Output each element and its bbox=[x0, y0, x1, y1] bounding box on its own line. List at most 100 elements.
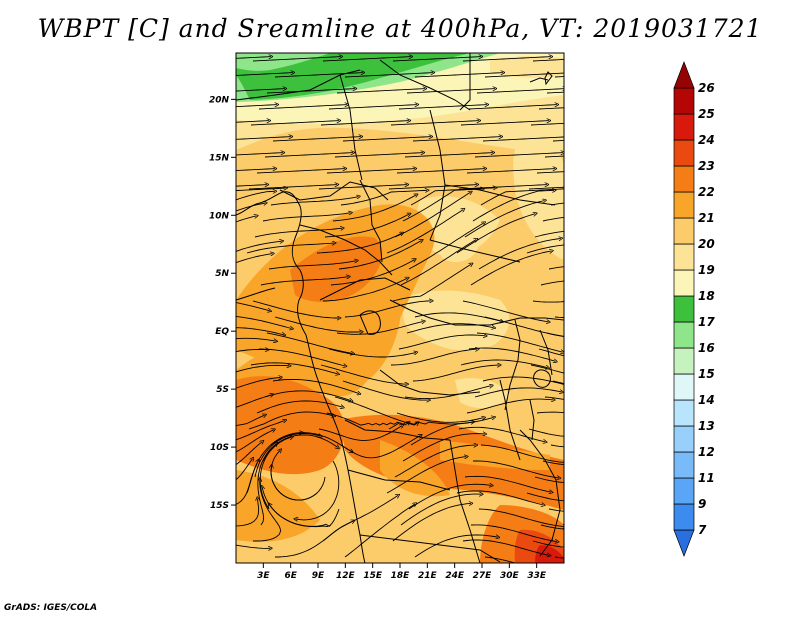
streamline bbox=[236, 316, 292, 329]
streamline bbox=[394, 192, 471, 238]
streamline bbox=[538, 348, 564, 357]
streamline bbox=[340, 190, 427, 206]
streamline bbox=[326, 412, 409, 425]
streamline bbox=[236, 188, 286, 192]
lon-tick-label: 6E bbox=[284, 571, 297, 581]
streamline bbox=[532, 540, 564, 548]
lat-tick-label: 5S bbox=[216, 385, 229, 395]
streamline bbox=[342, 380, 429, 400]
streamlines bbox=[236, 57, 564, 563]
streamline bbox=[253, 480, 282, 542]
colorbar-label: 13 bbox=[698, 419, 715, 433]
streamline bbox=[534, 476, 564, 483]
streamline bbox=[390, 349, 477, 366]
colorbar-swatch bbox=[673, 373, 695, 401]
streamline bbox=[472, 190, 554, 222]
streamline bbox=[236, 57, 271, 61]
streamline bbox=[468, 105, 557, 110]
streamline bbox=[236, 544, 270, 548]
lon-tick-label: 15E bbox=[363, 571, 383, 581]
lon-tick-label: 21E bbox=[418, 571, 438, 581]
lat-tick-label: 20N bbox=[209, 95, 230, 105]
colorbar-swatch bbox=[673, 191, 695, 219]
streamline bbox=[476, 89, 564, 94]
streamline bbox=[406, 323, 494, 334]
colorbar-swatch bbox=[673, 113, 695, 141]
streamline bbox=[250, 362, 338, 374]
streamline bbox=[264, 390, 351, 401]
streamline bbox=[546, 91, 564, 94]
streamline bbox=[532, 300, 564, 303]
streamline bbox=[330, 260, 415, 286]
streamline bbox=[326, 169, 415, 174]
streamline bbox=[398, 335, 485, 350]
streamline bbox=[236, 365, 289, 373]
colorbar-label: 7 bbox=[698, 523, 707, 537]
streamline bbox=[236, 377, 281, 389]
streamline bbox=[260, 277, 349, 286]
streamline bbox=[236, 185, 267, 189]
streamline bbox=[392, 57, 481, 62]
lon-tick-label: 24E bbox=[445, 571, 465, 581]
streamline bbox=[316, 233, 402, 254]
lon-tick-label: 9E bbox=[312, 571, 325, 581]
streamline bbox=[464, 475, 551, 492]
streamline bbox=[320, 121, 409, 126]
streamline bbox=[320, 364, 407, 384]
streamline bbox=[236, 191, 275, 201]
streamline bbox=[338, 241, 422, 270]
colorbar-label: 19 bbox=[698, 263, 715, 277]
streamline bbox=[528, 428, 564, 437]
streamline bbox=[250, 121, 339, 126]
streamline bbox=[484, 556, 517, 563]
streamline bbox=[526, 492, 564, 502]
streamline bbox=[482, 136, 564, 142]
streamline bbox=[392, 503, 471, 542]
streamline bbox=[254, 228, 342, 238]
streamline bbox=[296, 460, 340, 520]
streamline bbox=[526, 244, 564, 254]
streamline bbox=[246, 243, 334, 254]
streamline bbox=[258, 105, 347, 110]
lat-tick-label: 10S bbox=[210, 443, 229, 453]
streamline bbox=[548, 508, 564, 512]
streamline bbox=[458, 426, 545, 442]
streamline bbox=[236, 459, 253, 481]
lon-tick-label: 33E bbox=[527, 571, 547, 581]
colorbar-label: 12 bbox=[698, 445, 715, 459]
streamline bbox=[462, 539, 549, 555]
lat-tick-label: 15N bbox=[209, 153, 230, 163]
streamline bbox=[404, 386, 491, 400]
lon-tick-label: 30E bbox=[500, 571, 520, 581]
colorbar-label: 17 bbox=[698, 315, 715, 329]
streamline bbox=[412, 365, 499, 382]
colorbar-label: 9 bbox=[698, 497, 706, 511]
streamline bbox=[334, 396, 418, 425]
streamline bbox=[548, 266, 564, 270]
streamline bbox=[236, 121, 269, 125]
streamline bbox=[257, 444, 276, 526]
streamline bbox=[236, 430, 274, 453]
lon-tick-label: 18E bbox=[391, 571, 411, 581]
streamline bbox=[342, 137, 431, 142]
streamline bbox=[480, 444, 564, 463]
streamline bbox=[456, 490, 543, 505]
colorbar-label: 23 bbox=[698, 159, 715, 173]
streamline bbox=[396, 412, 484, 423]
streamline bbox=[414, 534, 498, 558]
longitude-axis: 3E 6E 9E 12E 15E 18E 21E 24E 27E 30E 33E bbox=[257, 563, 547, 581]
streamline bbox=[334, 153, 423, 158]
colorbar-swatch bbox=[673, 529, 695, 557]
streamline bbox=[534, 230, 564, 238]
streamline bbox=[402, 434, 485, 462]
map-plot-area bbox=[236, 53, 564, 563]
colorbar-label: 16 bbox=[698, 341, 715, 355]
streamline bbox=[462, 57, 551, 62]
streamline bbox=[552, 139, 564, 142]
streamline bbox=[258, 348, 345, 366]
colorbar-swatch bbox=[673, 269, 695, 297]
streamline bbox=[458, 185, 547, 190]
streamline bbox=[386, 210, 463, 254]
streamline bbox=[554, 76, 564, 78]
